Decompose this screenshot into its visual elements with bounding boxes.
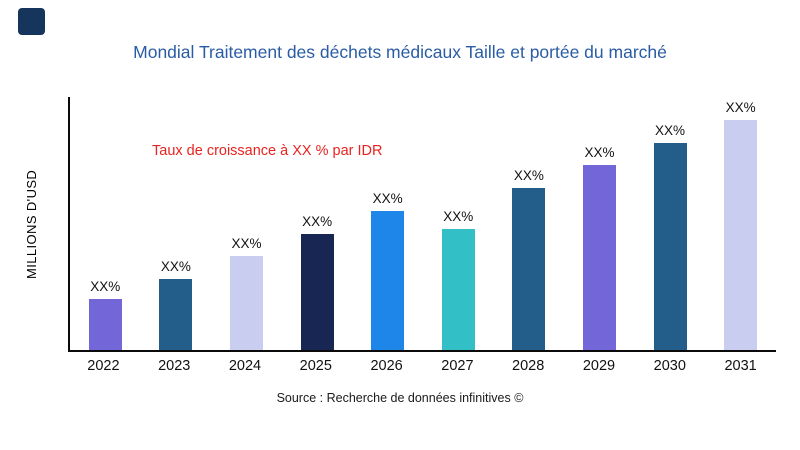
y-axis-label: MILLIONS D'USD	[24, 169, 39, 280]
bar-value-label-2027: XX%	[443, 208, 474, 224]
x-tick-2024: 2024	[228, 358, 262, 374]
growth-rate-annotation: Taux de croissance à XX % par IDR	[152, 143, 383, 159]
bar-value-label-2028: XX%	[513, 168, 544, 184]
source-text: Source : Recherche de données infinitive…	[276, 391, 524, 405]
bar-value-label-2024: XX%	[231, 236, 262, 252]
bar-column-2027: XX%	[423, 97, 494, 350]
bar-2029	[582, 165, 616, 350]
bar-2024	[229, 256, 263, 350]
bar-2031	[724, 119, 758, 350]
plot-area: Taux de croissance à XX % par IDR XX% XX%…	[68, 97, 776, 352]
bar-value-label-2026: XX%	[372, 190, 403, 206]
x-tick-2029: 2029	[582, 358, 616, 374]
x-tick-2026: 2026	[370, 358, 403, 374]
bar-2023	[159, 279, 193, 350]
x-tick-2023: 2023	[158, 358, 191, 374]
bar-value-label-2029: XX%	[584, 145, 615, 161]
bar-2030	[653, 142, 687, 350]
bar-value-label-2031: XX%	[725, 99, 756, 115]
bar-value-label-2023: XX%	[160, 259, 191, 275]
bar-column-2023: XX%	[141, 97, 212, 350]
bars-container: XX% XX% XX% XX% XX% XX% XX% XX% XX% XX%	[70, 97, 776, 350]
bar-2025	[300, 233, 334, 350]
bar-2028	[512, 188, 546, 350]
bar-column-2022: XX%	[70, 97, 141, 350]
bar-2027	[441, 228, 475, 350]
bar-column-2029: XX%	[564, 97, 635, 350]
bar-column-2026: XX%	[352, 97, 423, 350]
bar-value-label-2022: XX%	[90, 279, 121, 295]
brand-logo	[18, 8, 45, 35]
x-tick-2030: 2030	[653, 358, 686, 374]
bar-2022	[88, 299, 122, 350]
bar-value-label-2025: XX%	[302, 213, 333, 229]
bar-column-2031: XX%	[705, 97, 776, 350]
x-tick-2028: 2028	[512, 358, 545, 374]
bar-2026	[371, 210, 405, 350]
x-tick-2031: 2031	[724, 358, 757, 374]
bar-column-2024: XX%	[211, 97, 282, 350]
x-tick-2022: 2022	[87, 358, 120, 374]
x-tick-2025: 2025	[299, 358, 332, 374]
x-tick-2027: 2027	[441, 358, 474, 374]
bar-column-2028: XX%	[494, 97, 565, 350]
bar-value-label-2030: XX%	[655, 122, 686, 138]
bar-column-2025: XX%	[282, 97, 353, 350]
x-axis-ticks: 2022 2023 2024 2025 2026 2027 2028 2029 2030 2031	[68, 358, 776, 374]
bar-column-2030: XX%	[635, 97, 706, 350]
chart-title: Mondial Traitement des déchets médicaux …	[133, 42, 667, 62]
